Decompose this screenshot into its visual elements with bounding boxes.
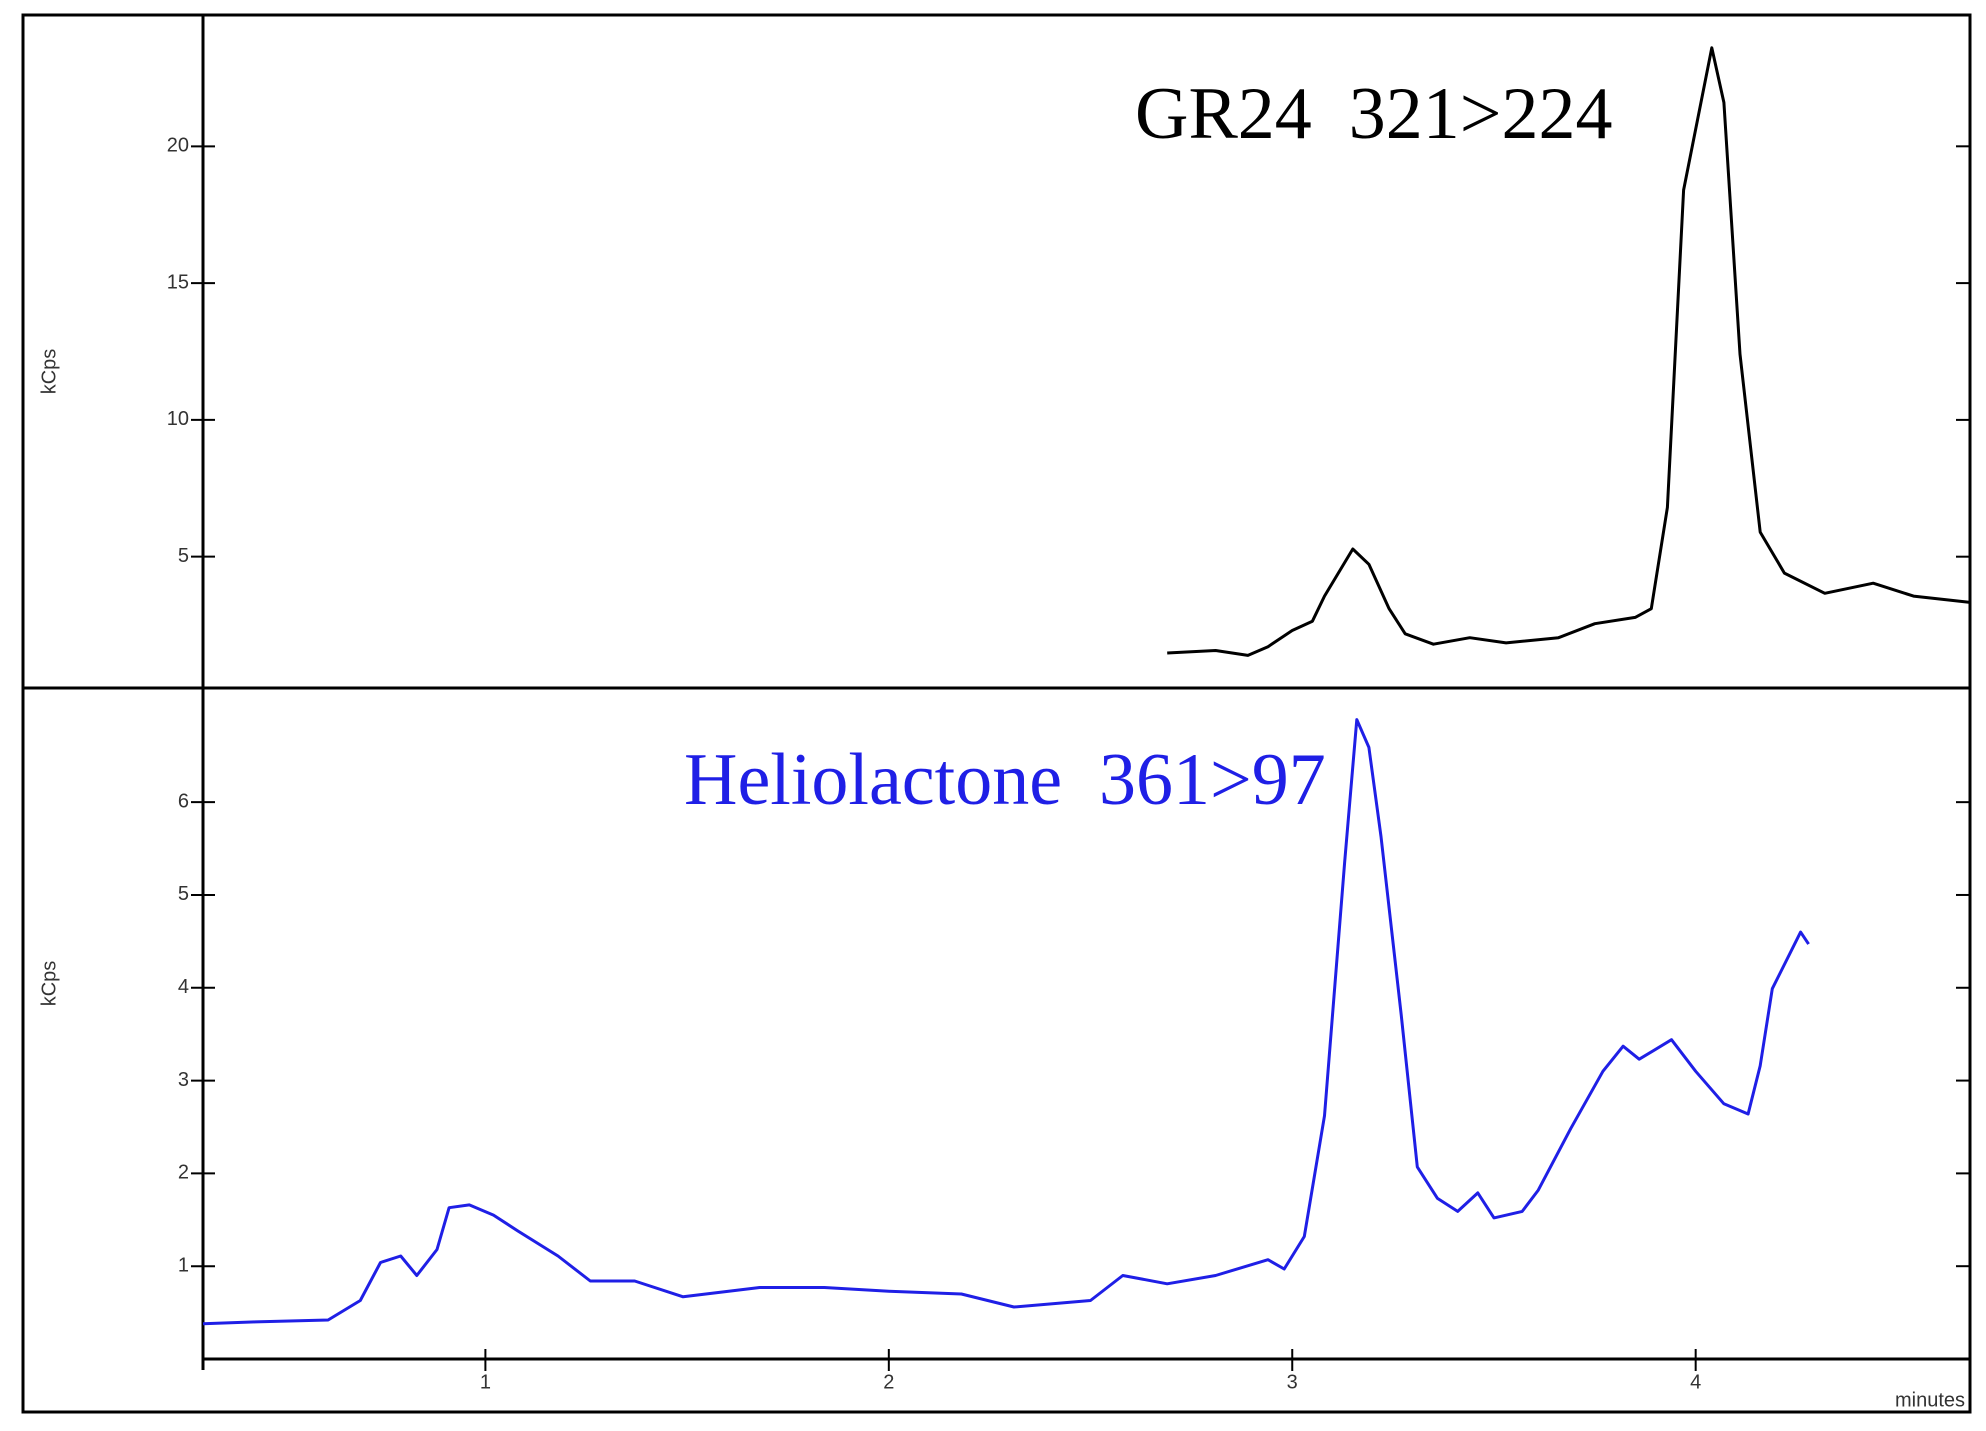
x-tick-label: 2: [883, 1371, 894, 1393]
y-tick-label: 2: [178, 1162, 189, 1184]
y-tick-label: 20: [167, 135, 189, 157]
x-tick-label: 4: [1690, 1371, 1701, 1393]
y-tick-label: 4: [178, 976, 189, 998]
frame: [21, 13, 1972, 1414]
line-series: [1167, 46, 1971, 657]
x-tick-label: 3: [1287, 1371, 1298, 1393]
line-series: [202, 718, 1810, 1326]
annotation: Heliolactone 361>97: [684, 739, 1326, 821]
y-tick-label: 1: [178, 1254, 189, 1276]
y-tick-label: 3: [178, 1069, 189, 1091]
annotation: GR24 321>224: [1135, 73, 1613, 155]
y-tick-label: 5: [178, 545, 189, 567]
y-tick-label: 10: [167, 408, 189, 430]
y-axis-label: kCps: [38, 961, 60, 1007]
y-tick-label: 5: [178, 883, 189, 905]
y-axis-label: kCps: [38, 349, 60, 395]
x-tick-label: 1: [480, 1371, 491, 1393]
y-tick-label: 6: [178, 790, 189, 812]
x-axis-label: minutes: [1895, 1389, 1965, 1411]
y-tick-label: 15: [167, 271, 189, 293]
